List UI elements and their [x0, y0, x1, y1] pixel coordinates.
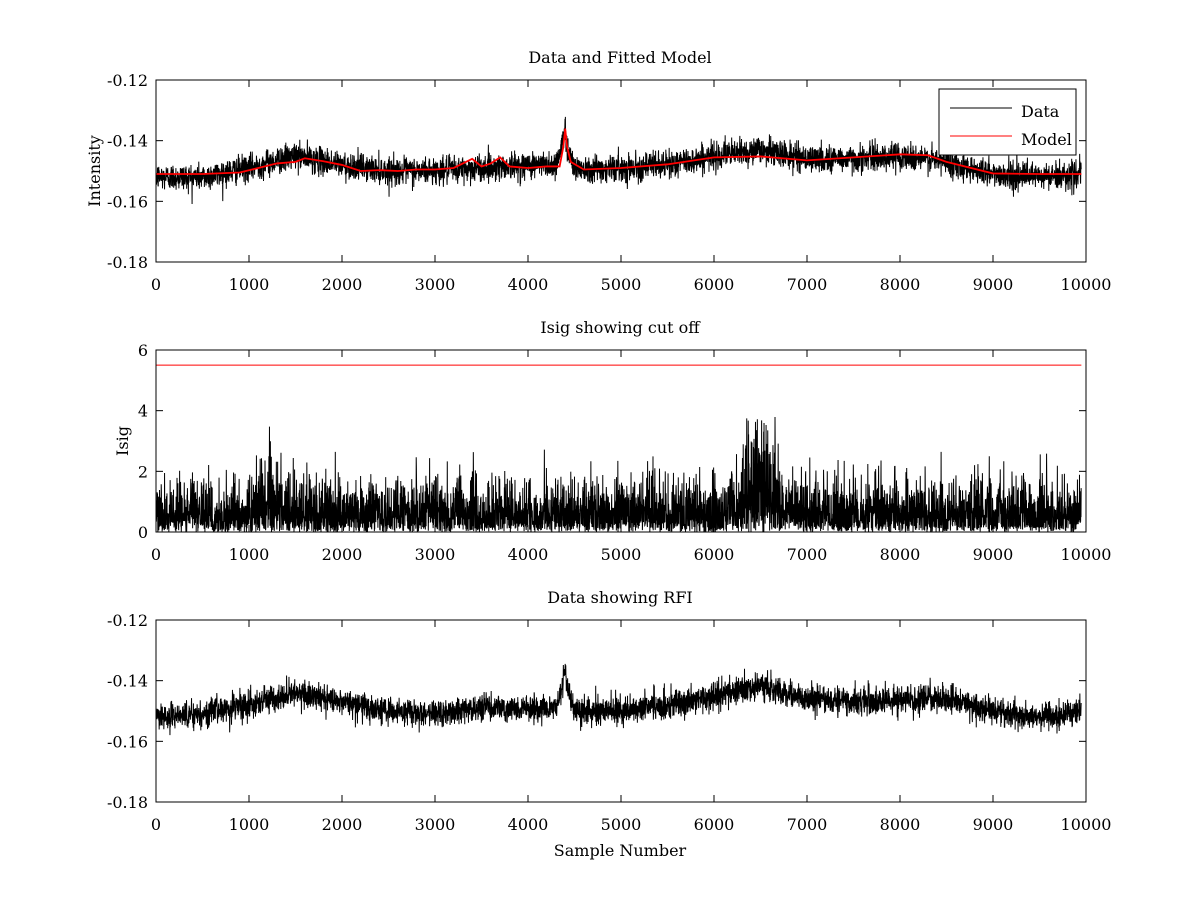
x-tick-label: 4000 [508, 545, 549, 564]
x-tick-label: 5000 [601, 545, 642, 564]
subplot-3: Data showing RFI 0 1000 2000 3000 4000 5000 60… [107, 588, 1111, 860]
x-tick-label: 0 [151, 545, 161, 564]
subplot-1: Data and Fitted Model Intensity 0 1000 200… [85, 48, 1111, 294]
x-tick-label: 10000 [1061, 815, 1112, 834]
subplot-1-series-layer [156, 116, 1082, 205]
x-tick-label: 5000 [601, 815, 642, 834]
x-tick-label: 3000 [415, 815, 456, 834]
x-tick-label: 9000 [973, 545, 1014, 564]
subplot-3-axes-frame [155, 619, 1087, 803]
x-tick-label: 7000 [787, 815, 828, 834]
y-tick-label: 0 [138, 523, 148, 542]
subplot-3-xlabel: Sample Number [554, 841, 687, 860]
x-tick-label: 1000 [229, 815, 270, 834]
x-tick-label: 8000 [880, 275, 921, 294]
x-tick-label: 0 [151, 275, 161, 294]
x-tick-label: 9000 [973, 815, 1014, 834]
x-tick-label: 8000 [880, 545, 921, 564]
subplot-3-ticks-layer: 0 1000 2000 3000 4000 5000 6000 7000 8000 9000 100… [107, 611, 1111, 834]
x-tick-label: 1000 [229, 275, 270, 294]
legend-data-label: Data [1021, 102, 1060, 121]
y-tick-label: 6 [138, 341, 148, 360]
x-tick-label: 8000 [880, 815, 921, 834]
x-tick-label: 3000 [415, 545, 456, 564]
x-tick-label: 6000 [694, 275, 735, 294]
subplot-1-title: Data and Fitted Model [528, 48, 711, 67]
x-tick-label: 10000 [1061, 275, 1112, 294]
x-tick-label: 9000 [973, 275, 1014, 294]
x-tick-label: 7000 [787, 545, 828, 564]
x-tick-label: 3000 [415, 275, 456, 294]
y-tick-label: -0.18 [107, 793, 148, 812]
subplot-1-ylabel: Intensity [85, 135, 104, 207]
x-tick-label: 6000 [694, 815, 735, 834]
subplot-2-ylabel: Isig [113, 426, 132, 456]
x-tick-label: 2000 [322, 275, 363, 294]
y-tick-label: -0.14 [107, 672, 148, 691]
x-tick-label: 2000 [322, 545, 363, 564]
y-tick-label: -0.14 [107, 132, 148, 151]
x-tick-label: 4000 [508, 275, 549, 294]
y-tick-label: -0.16 [107, 732, 148, 751]
y-tick-label: -0.12 [107, 71, 148, 90]
subplot-3-series-layer [156, 663, 1082, 736]
legend-box [938, 88, 1077, 156]
subplot-2-axes-frame [155, 349, 1087, 533]
subplot-1-ticks-layer: 0 1000 2000 3000 4000 5000 6000 7000 8000 9000 100… [107, 71, 1111, 294]
series-line-model [156, 128, 1082, 175]
y-tick-label: 4 [138, 402, 148, 421]
x-tick-label: 4000 [508, 815, 549, 834]
y-tick-label: -0.16 [107, 192, 148, 211]
legend-model-label: Model [1021, 130, 1072, 149]
y-tick-label: -0.12 [107, 611, 148, 630]
x-tick-label: 6000 [694, 545, 735, 564]
x-tick-label: 1000 [229, 545, 270, 564]
x-tick-label: 10000 [1061, 545, 1112, 564]
series-line-series-0 [156, 663, 1082, 736]
subplot-2-title: Isig showing cut off [540, 318, 701, 337]
subplot-3-title: Data showing RFI [547, 588, 692, 607]
x-tick-label: 0 [151, 815, 161, 834]
y-tick-label: -0.18 [107, 253, 148, 272]
subplot-1-legend: Data Model [938, 88, 1077, 156]
series-line-data [156, 116, 1082, 205]
subplot-2: Isig showing cut off Isig 0 1000 2000 3000 4… [113, 318, 1111, 564]
subplot-1-axes-frame [155, 79, 1087, 263]
x-tick-label: 2000 [322, 815, 363, 834]
subplot-2-ticks-layer: 0 1000 2000 3000 4000 5000 6000 7000 8000 9000 100… [138, 341, 1112, 564]
y-tick-label: 2 [138, 462, 148, 481]
x-tick-label: 5000 [601, 275, 642, 294]
x-tick-label: 7000 [787, 275, 828, 294]
